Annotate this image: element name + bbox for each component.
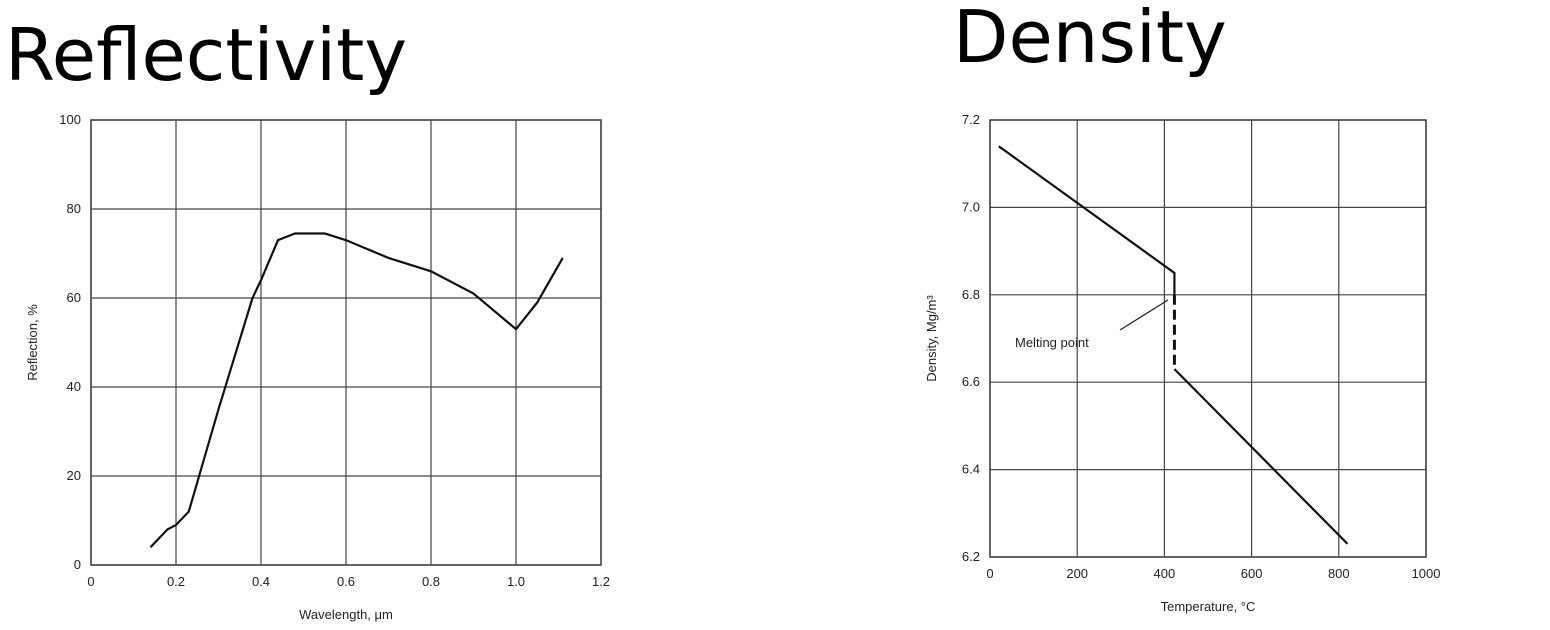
y-tick-label: 20: [67, 468, 81, 483]
data-line: [1173, 368, 1349, 545]
annotation: Melting point: [1015, 335, 1089, 350]
y-tick-label: 7.2: [962, 112, 980, 127]
x-tick-label: 0.4: [252, 574, 270, 589]
y-axis-label: Reflection, %: [25, 304, 40, 381]
x-tick-label: 800: [1328, 566, 1350, 581]
y-axis-label: Density, Mg/m³: [924, 295, 939, 382]
y-tick-label: 6.4: [962, 462, 980, 477]
y-tick-label: 6.2: [962, 549, 980, 564]
annotation-leader: [1119, 299, 1169, 331]
y-tick-label: 40: [67, 379, 81, 394]
y-tick-label: 100: [59, 112, 81, 127]
data-line: [149, 232, 564, 548]
x-axis-label: Wavelength, μm: [299, 607, 393, 622]
y-tick-label: 6.6: [962, 374, 980, 389]
data-line: [998, 145, 1176, 295]
x-tick-label: 1.0: [507, 574, 525, 589]
x-tick-label: 600: [1241, 566, 1263, 581]
y-tick-label: 7.0: [962, 199, 980, 214]
x-tick-label: 0.6: [337, 574, 355, 589]
y-tick-label: 6.8: [962, 287, 980, 302]
x-tick-label: 1000: [1412, 566, 1441, 581]
x-tick-label: 0: [87, 574, 94, 589]
chart-title: Reflectivity: [5, 13, 407, 97]
x-tick-label: 0.8: [422, 574, 440, 589]
x-tick-label: 0: [986, 566, 993, 581]
x-axis-label: Temperature, °C: [1161, 599, 1256, 614]
x-tick-label: 1.2: [592, 574, 610, 589]
y-tick-label: 80: [67, 201, 81, 216]
y-tick-label: 0: [74, 557, 81, 572]
x-tick-label: 0.2: [167, 574, 185, 589]
y-tick-label: 60: [67, 290, 81, 305]
x-tick-label: 400: [1154, 566, 1176, 581]
x-tick-label: 200: [1066, 566, 1088, 581]
chart-title: Density: [953, 0, 1227, 79]
